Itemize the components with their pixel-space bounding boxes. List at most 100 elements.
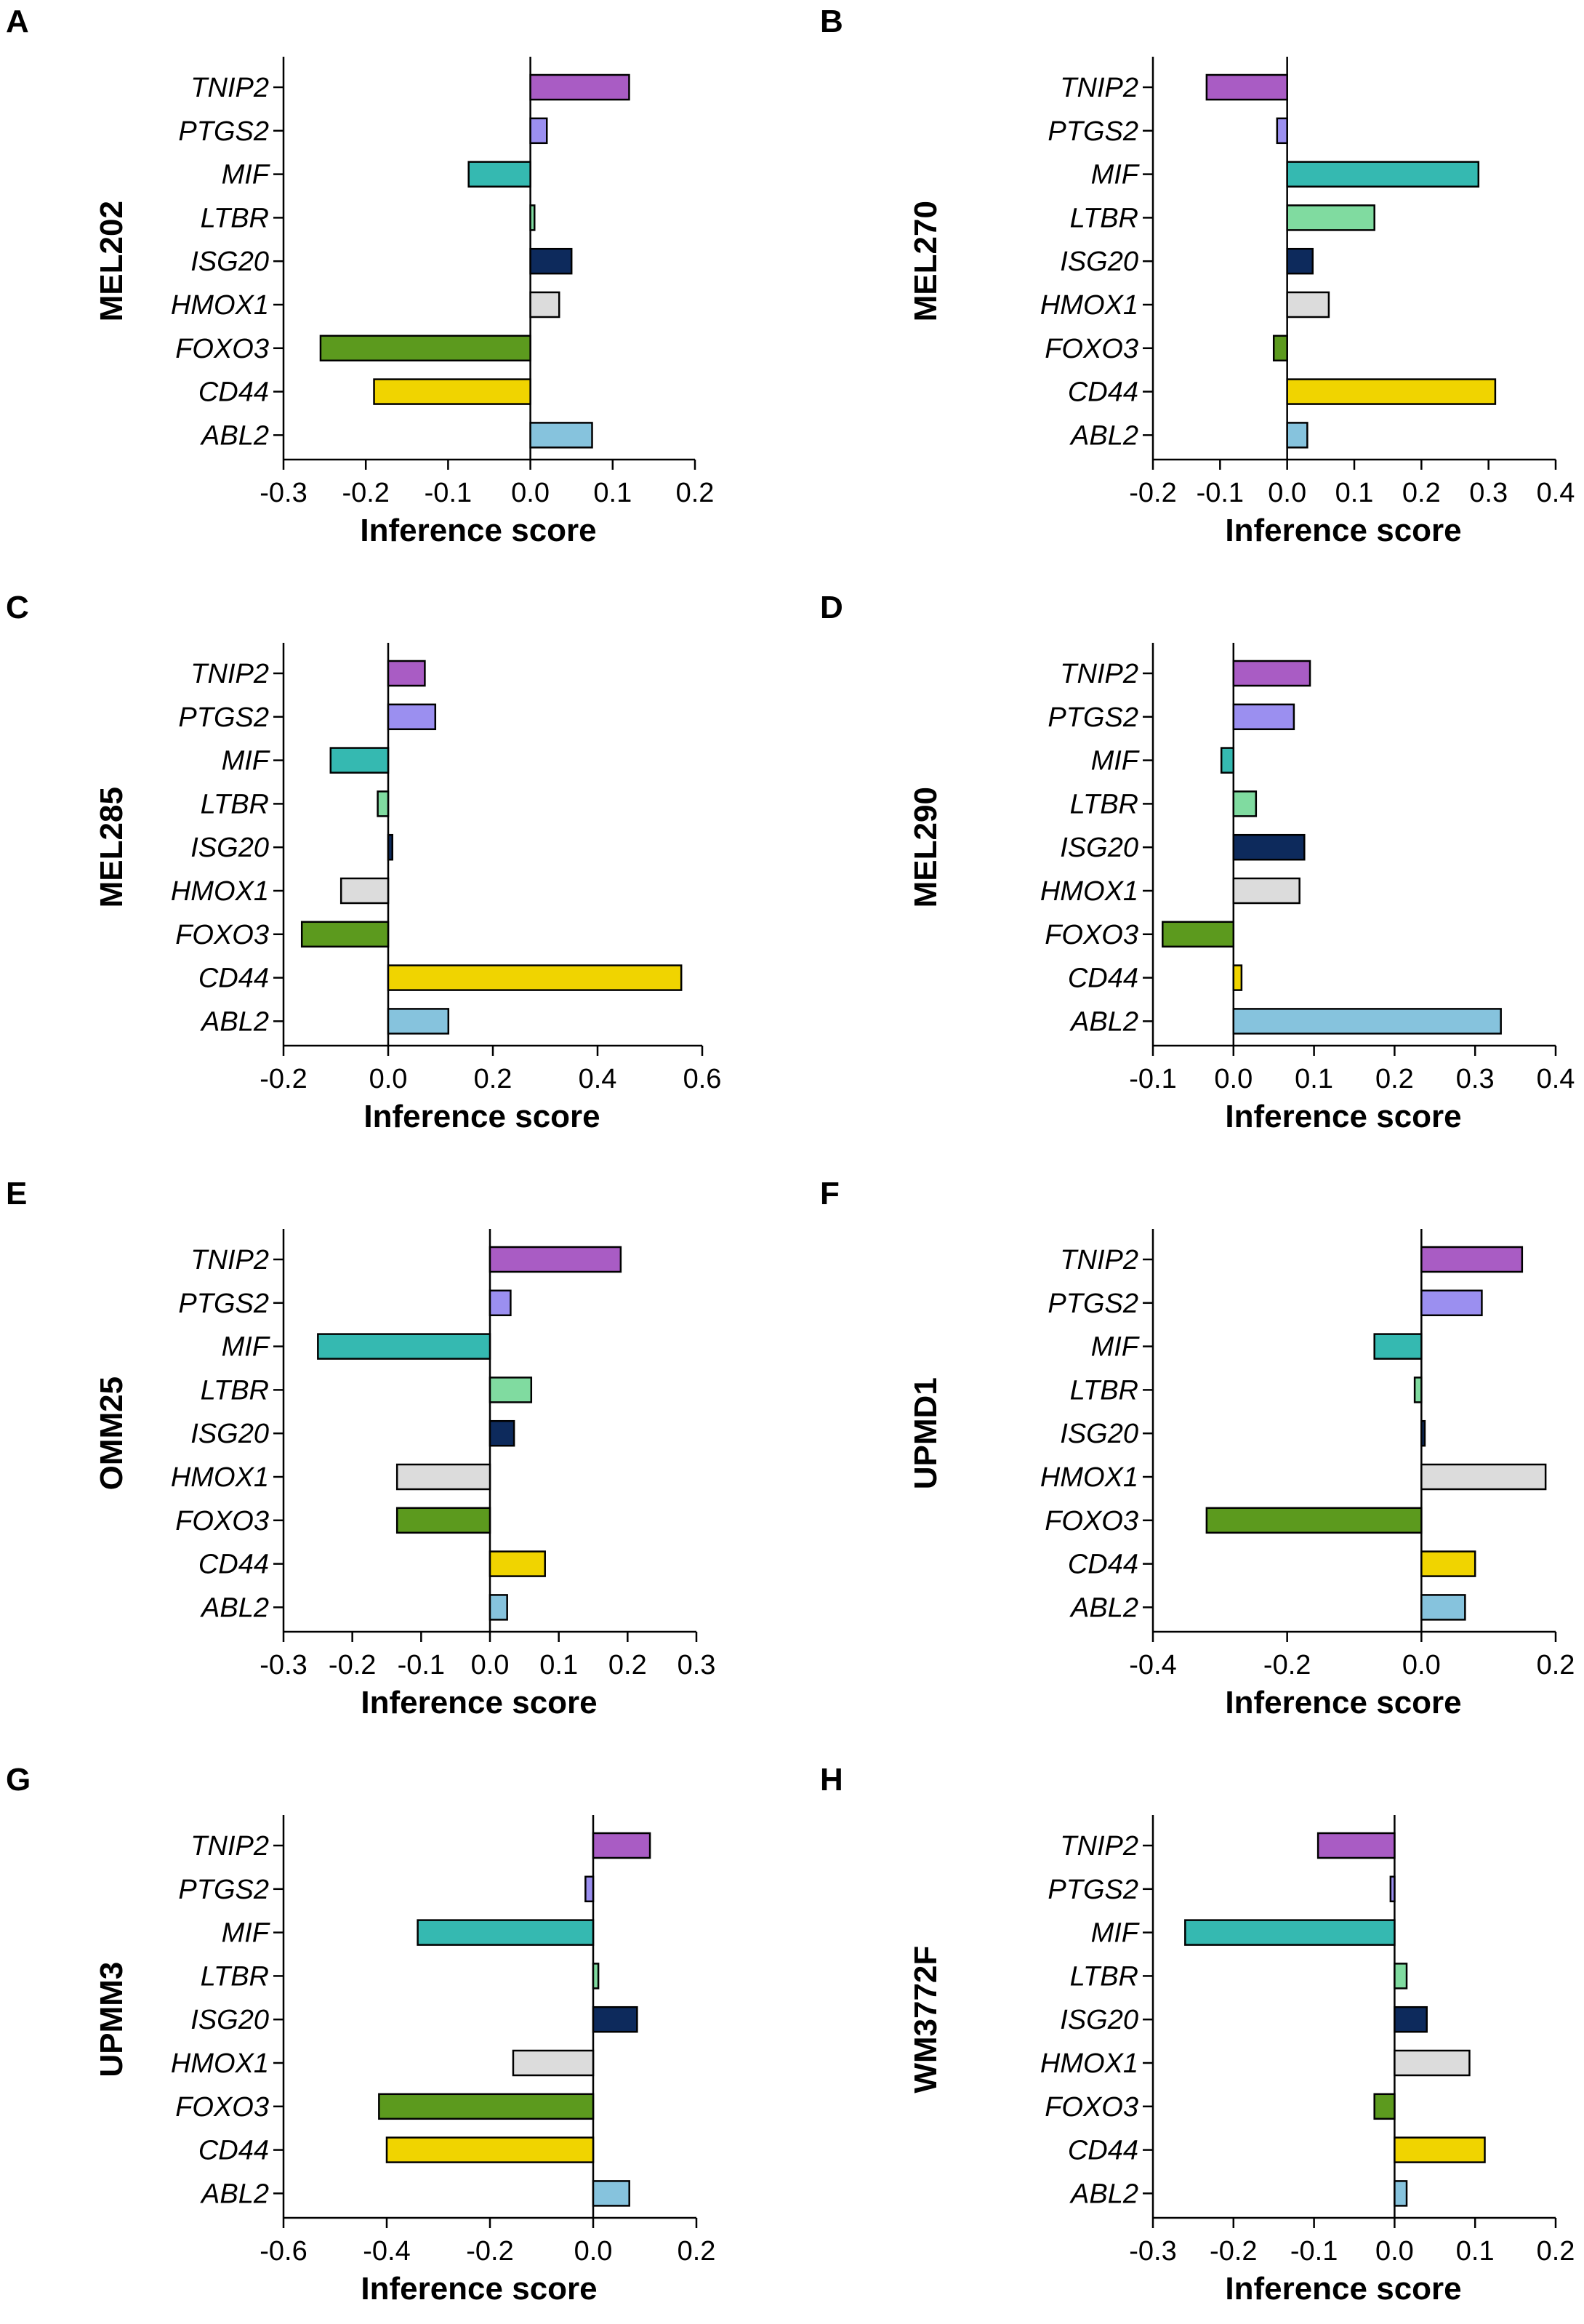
gene-label: ISG20 — [1060, 1419, 1138, 1449]
gene-label: HMOX1 — [171, 290, 269, 321]
bar-ltbr — [377, 790, 390, 817]
x-tick-label: -0.2 — [466, 2236, 513, 2267]
panel-a: A MEL202 -0.3 -0.2 -0.1 0.0 0.1 0.2 Inference sc… — [6, 4, 714, 548]
bar-cd44 — [489, 1550, 546, 1577]
bar-hmox1 — [1286, 291, 1330, 318]
bar-mif — [417, 1919, 595, 1946]
panel-f: F UPMD1 -0.4 -0.2 0.0 0.2 Inference score TNIP2… — [820, 1176, 1575, 1720]
panel-letter: G — [6, 1762, 31, 1798]
bar-abl2 — [529, 422, 593, 449]
gene-label: FOXO3 — [175, 334, 269, 364]
x-tick-label: -0.4 — [1129, 1650, 1176, 1680]
bar-mif — [1184, 1919, 1396, 1946]
x-tick-label: 0.2 — [474, 1064, 512, 1094]
bar-ltbr — [1286, 204, 1375, 231]
x-tick-label: -0.4 — [363, 2236, 410, 2267]
bar-hmox1 — [339, 877, 390, 905]
gene-label: ABL2 — [200, 420, 269, 451]
bar-cd44 — [1420, 1550, 1476, 1577]
x-tick-label: 0.0 — [1375, 2236, 1414, 2267]
x-tick-label: 0.0 — [574, 2236, 613, 2267]
x-tick-label: 0.0 — [1214, 1064, 1253, 1094]
gene-label: MIF — [1091, 160, 1140, 191]
gene-label: TNIP2 — [1060, 73, 1138, 103]
gene-label: LTBR — [201, 789, 269, 820]
bar-abl2 — [387, 1008, 450, 1035]
gene-label: CD44 — [198, 2136, 269, 2166]
x-tick-label: -0.2 — [1129, 478, 1176, 508]
x-tick-label: -0.1 — [1197, 478, 1244, 508]
bar-cd44 — [1232, 964, 1243, 991]
gene-label: ABL2 — [1069, 1006, 1138, 1037]
gene-label: TNIP2 — [1060, 1245, 1138, 1275]
bar-foxo3 — [378, 2093, 595, 2120]
bar-hmox1 — [395, 1463, 491, 1491]
gene-label: TNIP2 — [190, 73, 269, 103]
gene-label: CD44 — [1068, 2136, 1138, 2166]
bar-abl2 — [489, 1594, 508, 1621]
bar-ptgs2 — [1389, 1875, 1396, 1903]
gene-label: TNIP2 — [190, 1831, 269, 1862]
bar-foxo3 — [1272, 334, 1288, 362]
x-axis-label: Inference score — [1225, 2271, 1461, 2307]
x-tick-label: 0.3 — [678, 1650, 716, 1680]
bar-ptgs2 — [1420, 1289, 1483, 1317]
bar-abl2 — [1420, 1594, 1466, 1621]
bar-isg20 — [1420, 1419, 1426, 1447]
bar-hmox1 — [1232, 877, 1300, 905]
gene-label: PTGS2 — [1048, 702, 1138, 733]
x-axis-label: Inference score — [1225, 1685, 1461, 1720]
bar-cd44 — [373, 378, 531, 405]
bar-abl2 — [1286, 422, 1308, 449]
gene-label: PTGS2 — [178, 1875, 269, 1905]
gene-label: LTBR — [201, 1375, 269, 1406]
x-tick-label: 0.3 — [1469, 478, 1508, 508]
gene-label: ABL2 — [200, 2179, 269, 2209]
x-tick-label: 0.0 — [511, 478, 550, 508]
gene-label: PTGS2 — [1048, 1289, 1138, 1319]
x-tick-label: 0.0 — [471, 1650, 510, 1680]
y-axis-label: MEL290 — [908, 787, 944, 907]
gene-label: FOXO3 — [1045, 1506, 1138, 1536]
x-tick-label: 0.6 — [683, 1064, 722, 1094]
bar-tnip2 — [592, 1832, 651, 1859]
x-tick-label: 0.2 — [678, 2236, 716, 2267]
x-tick-label: 0.1 — [593, 478, 632, 508]
gene-label: HMOX1 — [1040, 290, 1138, 321]
bar-isg20 — [1394, 2006, 1428, 2033]
gene-label: CD44 — [198, 963, 269, 994]
gene-label: CD44 — [198, 1550, 269, 1580]
bar-ltbr — [529, 204, 536, 231]
bar-mif — [329, 747, 390, 774]
x-tick-label: 0.4 — [579, 1064, 617, 1094]
x-tick-label: -0.3 — [260, 1650, 307, 1680]
bar-ltbr — [1413, 1377, 1423, 1403]
gene-label: LTBR — [1070, 1375, 1138, 1406]
gene-label: ISG20 — [1060, 2005, 1138, 2035]
gene-label: PTGS2 — [1048, 116, 1138, 147]
bar-hmox1 — [1420, 1463, 1547, 1491]
bar-mif — [467, 161, 531, 188]
panel-c: C MEL285 -0.2 0.0 0.2 0.4 0.6 Inference score TN… — [6, 590, 721, 1134]
x-tick-label: 0.0 — [369, 1064, 408, 1094]
gene-label: ABL2 — [200, 1592, 269, 1623]
bar-foxo3 — [395, 1507, 491, 1534]
gene-label: ABL2 — [1069, 2179, 1138, 2209]
bar-tnip2 — [1420, 1246, 1524, 1273]
panel-d: D MEL290 -0.1 0.0 0.1 0.2 0.3 0.4 Inference scor… — [820, 590, 1575, 1134]
gene-label: PTGS2 — [178, 116, 269, 147]
bar-tnip2 — [489, 1246, 622, 1273]
gene-label: MIF — [1091, 746, 1140, 777]
gene-label: FOXO3 — [1045, 334, 1138, 364]
x-tick-label: -0.1 — [398, 1650, 445, 1680]
bar-isg20 — [592, 2006, 638, 2033]
x-tick-label: -0.2 — [260, 1064, 307, 1094]
bar-ptgs2 — [584, 1875, 595, 1903]
bar-tnip2 — [529, 73, 630, 101]
x-tick-label: 0.1 — [1295, 1064, 1333, 1094]
gene-label: FOXO3 — [175, 1506, 269, 1536]
x-tick-label: 0.2 — [608, 1650, 647, 1680]
bar-foxo3 — [319, 334, 531, 362]
gene-label: PTGS2 — [178, 1289, 269, 1319]
x-tick-label: 0.2 — [676, 478, 715, 508]
